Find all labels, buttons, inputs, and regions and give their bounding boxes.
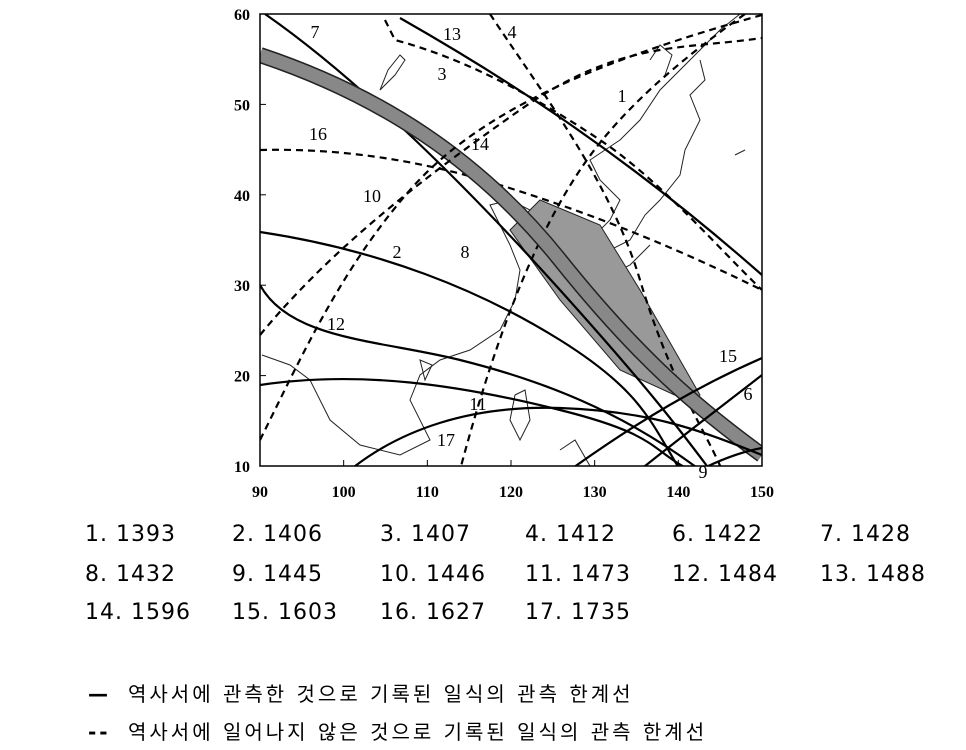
line-label: 14 — [471, 134, 489, 154]
line-label: 7 — [311, 22, 320, 42]
legend-item: 8. 1432 — [85, 562, 176, 587]
legend-item: 10. 1446 — [380, 562, 486, 587]
legend-item: 12. 1484 — [672, 562, 778, 587]
legend-item: 16. 1627 — [380, 600, 486, 625]
legend-item: 3. 1407 — [380, 522, 471, 547]
line-label: 17 — [437, 430, 455, 450]
eclipse-line — [260, 284, 697, 466]
line-label: 1 — [618, 86, 627, 106]
legend-item: 9. 1445 — [232, 562, 323, 587]
line-label: 16 — [309, 124, 327, 144]
eclipse-line — [489, 14, 722, 466]
note: — 역사서에 관측한 것으로 기록된 일식의 관측 한계선 — [88, 678, 634, 707]
note: -- 역사서에 일어나지 않은 것으로 기록된 일식의 관측 한계선 — [88, 716, 707, 745]
legend-item: 11. 1473 — [525, 562, 631, 587]
x-tick-label: 110 — [416, 484, 439, 501]
band — [260, 48, 762, 461]
line-label: 6 — [744, 384, 753, 404]
line-label: 4 — [508, 22, 517, 42]
x-tick-label: 140 — [666, 484, 690, 501]
eclipse-line — [260, 148, 762, 291]
y-tick-label: 30 — [234, 278, 250, 295]
x-tick-label: 120 — [499, 484, 523, 501]
legend-item: 2. 1406 — [232, 522, 323, 547]
eclipse-line — [260, 36, 762, 336]
line-label: 3 — [438, 64, 447, 84]
legend-item: 14. 1596 — [85, 600, 191, 625]
legend-item: 13. 1488 — [820, 562, 926, 587]
y-tick-label: 10 — [234, 459, 250, 476]
y-tick-label: 40 — [234, 188, 250, 205]
legend-item: 1. 1393 — [85, 522, 176, 547]
eclipse-line — [459, 14, 746, 466]
y-tick-label: 20 — [234, 369, 250, 386]
line-label: 8 — [461, 242, 470, 262]
eclipse-line — [353, 406, 762, 466]
line-label: 10 — [363, 186, 381, 206]
x-tick-label: 150 — [750, 484, 774, 501]
line-label: 9 — [699, 462, 708, 482]
line-label: 11 — [469, 394, 486, 414]
legend-item: 7. 1428 — [820, 522, 911, 547]
legend-item: 17. 1735 — [525, 600, 631, 625]
eclipse-lines — [260, 14, 762, 466]
line-label: 2 — [393, 242, 402, 262]
x-tick-label: 100 — [332, 484, 356, 501]
eclipse-line — [399, 17, 762, 276]
legend-item: 15. 1603 — [232, 600, 338, 625]
line-label: 15 — [719, 346, 737, 366]
x-tick-label: 130 — [583, 484, 607, 501]
eclipse-line — [573, 356, 762, 466]
line-label: 12 — [327, 314, 345, 334]
x-tick-label: 90 — [252, 484, 268, 501]
eclipse-line — [643, 374, 762, 466]
line-label: 13 — [443, 24, 461, 44]
note-text: 역사서에 관측한 것으로 기록된 일식의 관측 한계선 — [128, 682, 634, 706]
eclipse-line — [260, 230, 679, 466]
legend-item: 4. 1412 — [525, 522, 616, 547]
note-symbol: -- — [88, 720, 111, 744]
note-text: 역사서에 일어나지 않은 것으로 기록된 일식의 관측 한계선 — [128, 720, 708, 744]
eclipse-line — [705, 446, 762, 466]
note-symbol: — — [88, 682, 111, 706]
legend-item: 6. 1422 — [672, 522, 763, 547]
y-tick-label: 60 — [234, 7, 250, 24]
eclipse-line — [260, 377, 685, 466]
y-tick-label: 50 — [234, 97, 250, 114]
